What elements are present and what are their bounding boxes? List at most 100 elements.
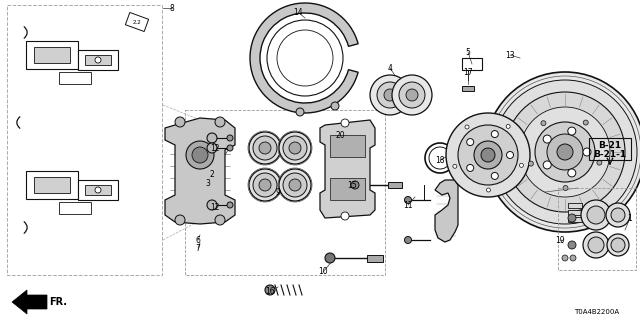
- Text: 15: 15: [347, 180, 357, 189]
- Text: 11: 11: [403, 201, 413, 210]
- Circle shape: [529, 161, 533, 166]
- Wedge shape: [250, 3, 358, 113]
- Circle shape: [481, 148, 495, 162]
- Circle shape: [377, 82, 403, 108]
- Polygon shape: [462, 85, 474, 91]
- Circle shape: [279, 169, 311, 201]
- Polygon shape: [367, 254, 383, 261]
- Bar: [330, 135, 365, 157]
- Circle shape: [465, 125, 469, 129]
- Circle shape: [227, 135, 233, 141]
- Circle shape: [486, 188, 490, 192]
- Circle shape: [535, 122, 595, 182]
- Text: FR.: FR.: [49, 297, 67, 307]
- Text: B-21: B-21: [598, 140, 621, 149]
- Circle shape: [175, 215, 185, 225]
- Text: 2: 2: [210, 170, 214, 179]
- Circle shape: [215, 117, 225, 127]
- Polygon shape: [78, 50, 118, 70]
- Circle shape: [583, 120, 588, 125]
- Circle shape: [446, 113, 530, 197]
- Circle shape: [341, 119, 349, 127]
- Polygon shape: [85, 55, 111, 65]
- Text: 20: 20: [335, 131, 345, 140]
- Circle shape: [392, 75, 432, 115]
- Text: 9: 9: [276, 188, 280, 196]
- Text: 13: 13: [505, 51, 515, 60]
- Text: B-21-1: B-21-1: [593, 149, 627, 158]
- Bar: [7, 5, 162, 275]
- Circle shape: [399, 82, 425, 108]
- Circle shape: [543, 135, 551, 143]
- Text: 16: 16: [265, 286, 275, 295]
- Circle shape: [207, 133, 217, 143]
- Circle shape: [492, 172, 499, 180]
- Circle shape: [568, 241, 576, 249]
- Circle shape: [325, 253, 335, 263]
- Polygon shape: [85, 185, 111, 195]
- Circle shape: [568, 127, 576, 135]
- Circle shape: [406, 89, 418, 101]
- Polygon shape: [78, 180, 118, 200]
- Polygon shape: [568, 203, 582, 207]
- Polygon shape: [34, 177, 70, 193]
- Circle shape: [370, 75, 410, 115]
- Circle shape: [568, 214, 576, 222]
- Circle shape: [493, 80, 637, 224]
- Circle shape: [581, 200, 611, 230]
- Text: 19: 19: [555, 236, 565, 244]
- Polygon shape: [320, 120, 375, 218]
- Bar: [462, 58, 482, 70]
- Circle shape: [283, 136, 307, 160]
- Circle shape: [95, 187, 101, 193]
- Polygon shape: [568, 210, 582, 214]
- Polygon shape: [125, 12, 148, 32]
- Circle shape: [253, 136, 277, 160]
- Circle shape: [279, 132, 311, 164]
- Circle shape: [215, 215, 225, 225]
- Text: 5: 5: [465, 47, 470, 57]
- Circle shape: [611, 208, 625, 222]
- Text: 18: 18: [435, 156, 445, 164]
- Circle shape: [467, 139, 474, 146]
- Text: 14: 14: [293, 7, 303, 17]
- Polygon shape: [26, 171, 78, 199]
- Circle shape: [259, 142, 271, 154]
- Circle shape: [384, 89, 396, 101]
- Circle shape: [597, 160, 602, 165]
- Circle shape: [175, 117, 185, 127]
- Circle shape: [289, 142, 301, 154]
- Circle shape: [568, 169, 576, 177]
- Text: 2.2: 2.2: [132, 20, 141, 25]
- Circle shape: [249, 169, 281, 201]
- Circle shape: [227, 202, 233, 208]
- Circle shape: [506, 151, 513, 158]
- Circle shape: [606, 203, 630, 227]
- Circle shape: [467, 164, 474, 172]
- Circle shape: [557, 144, 573, 160]
- Circle shape: [265, 285, 275, 295]
- Text: 1: 1: [628, 213, 632, 222]
- Circle shape: [207, 143, 217, 153]
- Circle shape: [588, 237, 604, 253]
- Circle shape: [587, 206, 605, 224]
- Bar: [330, 178, 365, 200]
- Polygon shape: [435, 180, 458, 242]
- Circle shape: [341, 212, 349, 220]
- Text: 4: 4: [388, 63, 392, 73]
- Circle shape: [95, 57, 101, 63]
- Circle shape: [492, 131, 499, 138]
- Circle shape: [289, 179, 301, 191]
- Circle shape: [259, 179, 271, 191]
- Circle shape: [249, 132, 281, 164]
- Circle shape: [404, 196, 412, 204]
- Polygon shape: [59, 202, 91, 214]
- Polygon shape: [388, 182, 402, 188]
- Circle shape: [583, 232, 609, 258]
- Polygon shape: [12, 290, 47, 314]
- Circle shape: [485, 72, 640, 232]
- Circle shape: [296, 108, 304, 116]
- Circle shape: [563, 186, 568, 190]
- Polygon shape: [568, 217, 582, 221]
- Text: T0A4B2200A: T0A4B2200A: [575, 309, 620, 315]
